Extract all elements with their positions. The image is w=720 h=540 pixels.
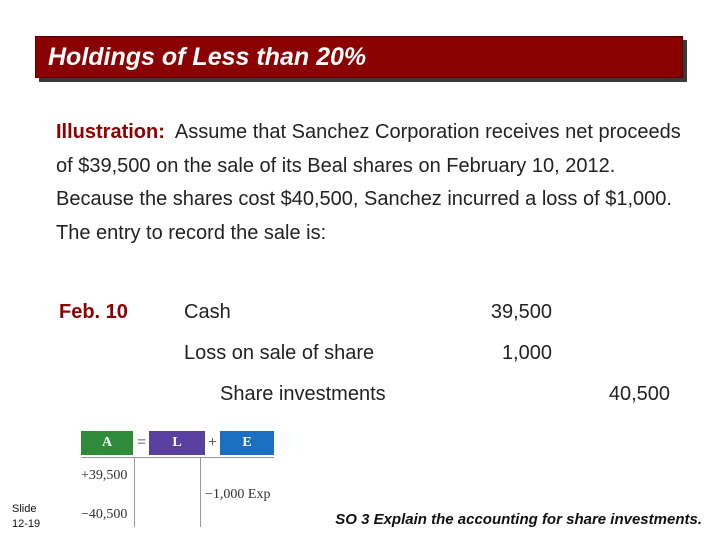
equation-divider bbox=[81, 457, 274, 458]
equation-column-line-a bbox=[134, 457, 135, 527]
equation-assets-increase: +39,500 bbox=[81, 468, 128, 483]
slide-page: 12-19 bbox=[12, 518, 41, 530]
equation-liabilities-box: L bbox=[149, 431, 205, 455]
slide-number: Slide 12-19 bbox=[12, 502, 40, 532]
equation-equity-box: E bbox=[220, 431, 274, 455]
slide-label: Slide bbox=[12, 503, 37, 515]
slide-title: Holdings of Less than 20% bbox=[48, 43, 367, 71]
journal-account-cash: Cash bbox=[184, 301, 231, 323]
equation-equity-expense: −1,000 Exp bbox=[205, 487, 271, 502]
equation-column-line-l bbox=[200, 457, 201, 527]
footer-objective: SO 3 Explain the accounting for share in… bbox=[335, 511, 702, 528]
illustration-paragraph: Illustration: Assume that Sanchez Corpor… bbox=[56, 116, 696, 250]
equation-assets-decrease: −40,500 bbox=[81, 507, 128, 522]
equation-assets-box: A bbox=[81, 431, 133, 455]
illustration-label: Illustration: bbox=[56, 121, 165, 143]
title-bar: Holdings of Less than 20% bbox=[35, 36, 683, 78]
journal-date: Feb. 10 bbox=[59, 301, 128, 323]
equation-equals: = bbox=[137, 434, 147, 451]
illustration-text: Assume that Sanchez Corporation receives… bbox=[56, 121, 681, 244]
journal-credit-investments: 40,500 bbox=[608, 383, 670, 405]
journal-account-loss: Loss on sale of share bbox=[184, 342, 375, 364]
journal-debit-cash: 39,500 bbox=[490, 301, 552, 323]
equation-plus: + bbox=[208, 434, 218, 451]
journal-debit-loss: 1,000 bbox=[501, 342, 552, 364]
journal-account-investments: Share investments bbox=[220, 383, 386, 405]
